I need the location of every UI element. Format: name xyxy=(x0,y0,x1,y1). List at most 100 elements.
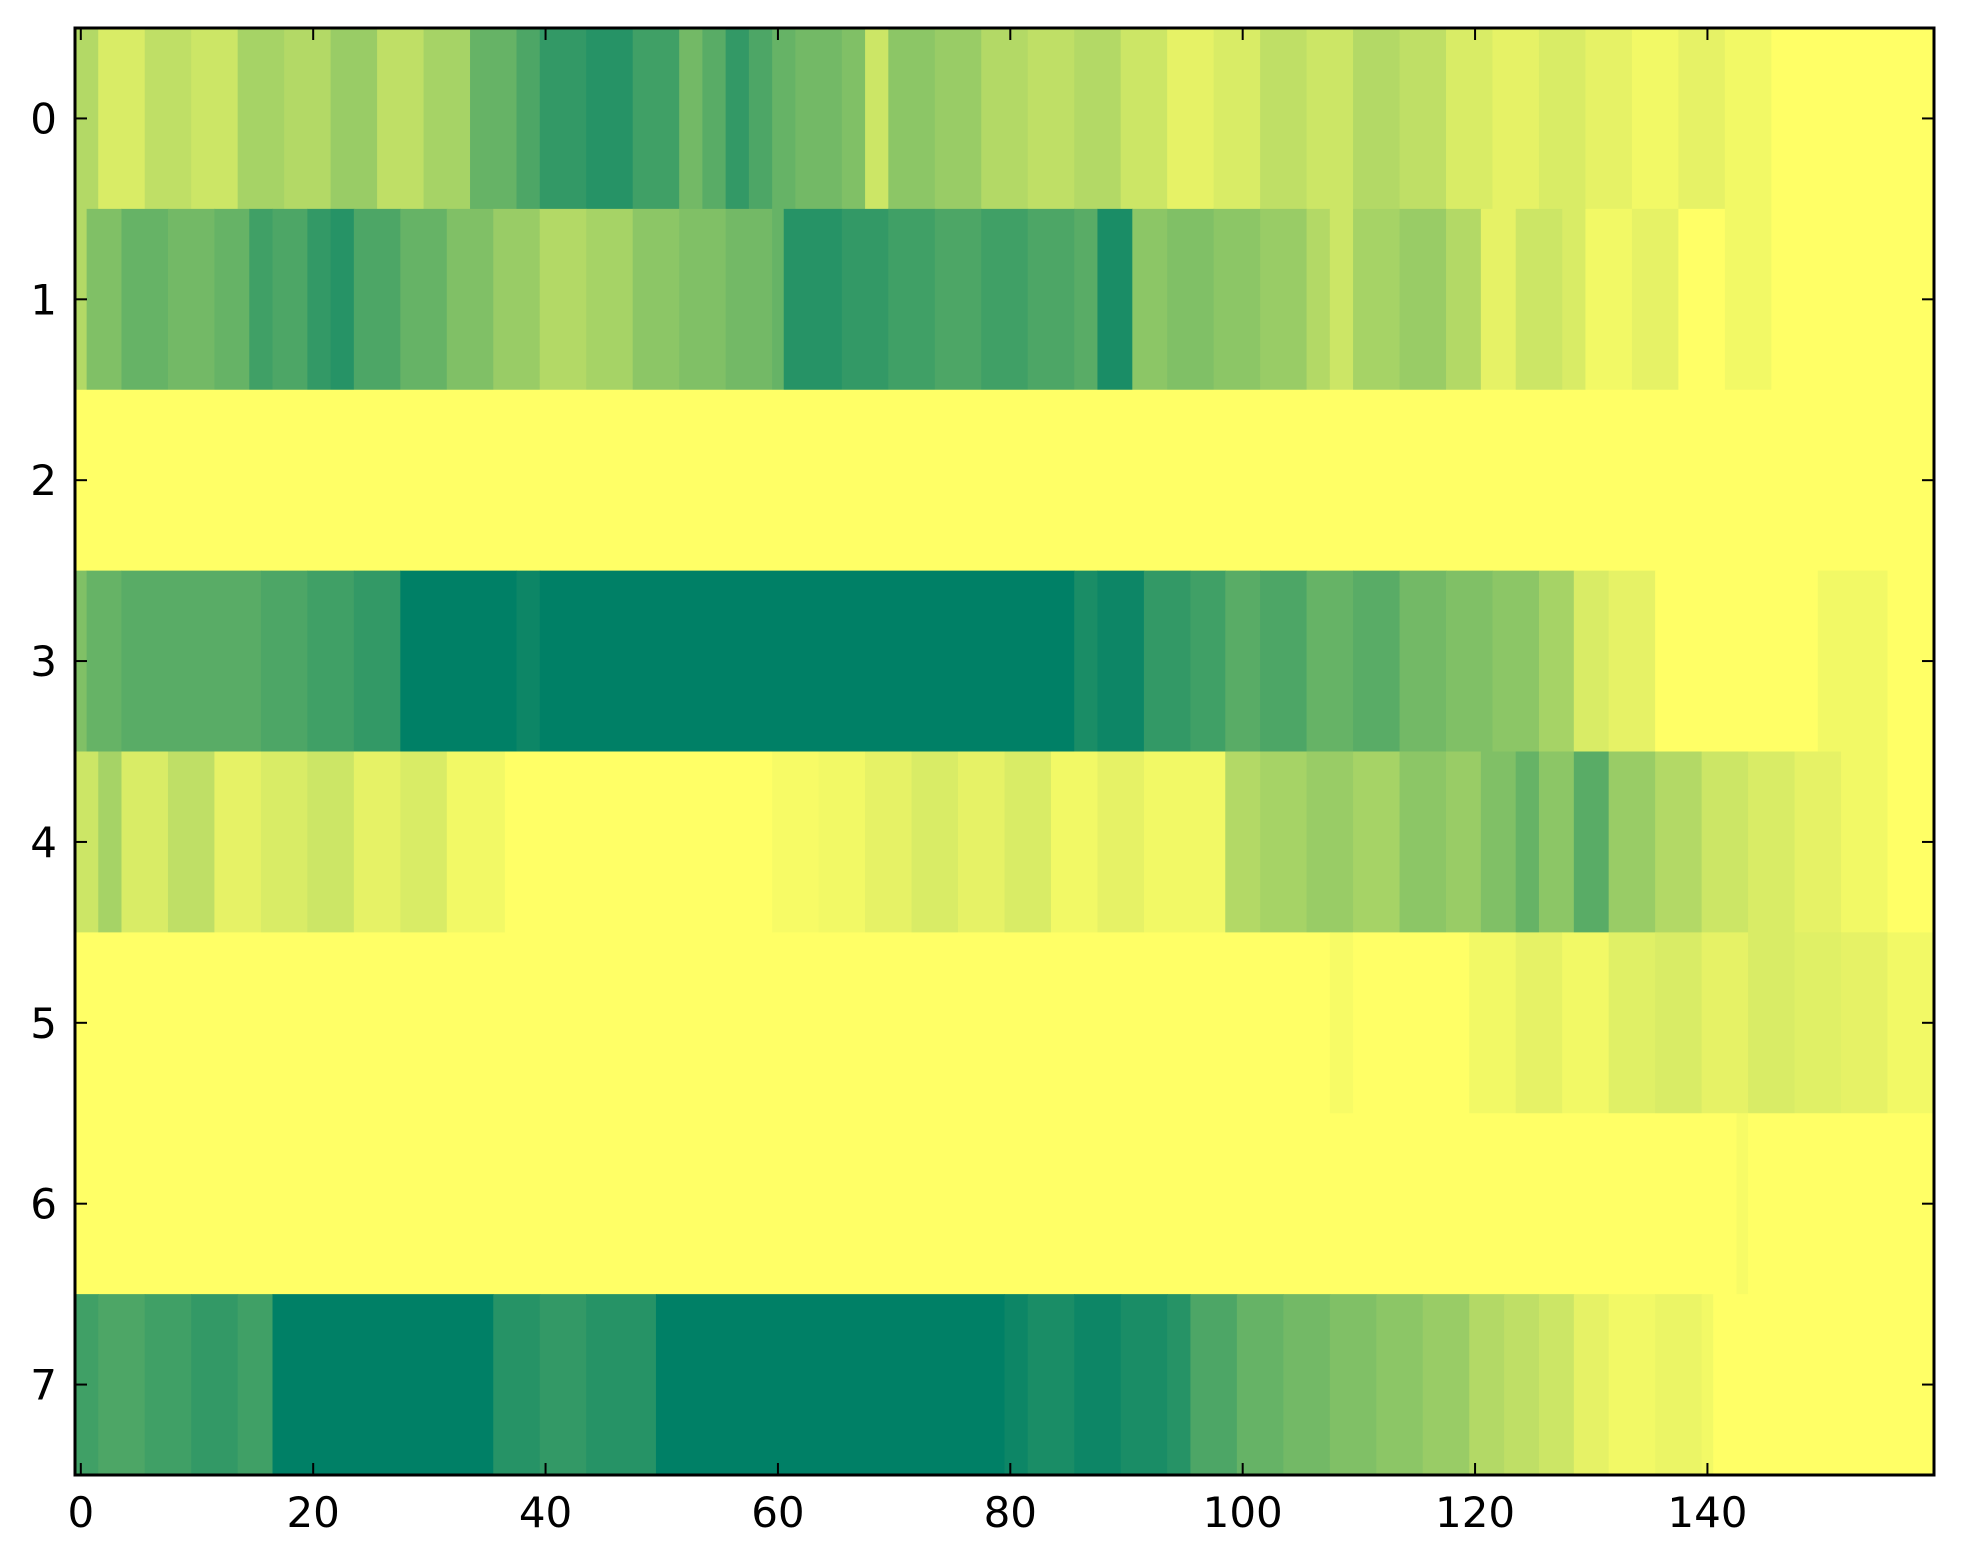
x-tick-label: 40 xyxy=(519,1488,572,1537)
heatmap-cell xyxy=(1504,1294,1540,1476)
heatmap-cell xyxy=(1480,751,1517,933)
heatmap-cell xyxy=(818,751,866,933)
heatmap-cell xyxy=(1608,1294,1656,1476)
y-tick-label: 0 xyxy=(30,94,57,143)
plot-frame xyxy=(73,26,1936,1477)
heatmap-cell xyxy=(98,751,123,933)
heatmap-cell xyxy=(1190,570,1226,753)
heatmap-cell xyxy=(1585,28,1633,210)
heatmap-cell xyxy=(1074,28,1122,210)
heatmap-cell xyxy=(1399,28,1447,210)
heatmap-cell xyxy=(86,208,123,391)
heatmap-cell xyxy=(1143,751,1226,933)
heatmap-cell xyxy=(539,570,1075,753)
heatmap-cell xyxy=(1120,28,1168,210)
heatmap-cell xyxy=(586,208,634,391)
heatmap-cell xyxy=(353,570,401,753)
heatmap-cell xyxy=(1608,932,1656,1114)
heatmap-cell xyxy=(934,28,982,210)
heatmap-cell xyxy=(284,28,332,210)
heatmap-cell xyxy=(1225,751,1261,933)
heatmap-cell xyxy=(1480,208,1517,391)
heatmap-cell xyxy=(679,208,727,391)
heatmap-cell xyxy=(1132,208,1168,391)
y-tick-label: 7 xyxy=(30,1361,57,1410)
heatmap-cell xyxy=(539,208,587,391)
heatmap-cell xyxy=(1492,570,1540,753)
y-tick-label: 1 xyxy=(30,275,57,324)
heatmap-cell xyxy=(516,570,541,753)
heatmap-cell xyxy=(1701,1294,1714,1476)
heatmap-cell xyxy=(237,1294,274,1476)
heatmap-cell xyxy=(1817,570,1889,753)
heatmap-cell xyxy=(1167,28,1215,210)
heatmap-cell xyxy=(981,208,1029,391)
heatmap-cell xyxy=(1608,751,1656,933)
heatmap-cell xyxy=(400,751,448,933)
heatmap-cell xyxy=(1562,208,1587,391)
y-tick-label: 5 xyxy=(30,999,57,1048)
heatmap-cell xyxy=(632,28,680,210)
heatmap-cell xyxy=(1213,208,1261,391)
x-tick-label: 140 xyxy=(1667,1488,1747,1537)
heatmap-cell xyxy=(1225,570,1261,753)
heatmap-cell xyxy=(1573,570,1610,753)
heatmap-cell xyxy=(470,28,518,210)
heatmap-cell xyxy=(353,751,401,933)
x-tick-label: 80 xyxy=(984,1488,1037,1537)
heatmap-cell xyxy=(911,751,959,933)
heatmap-cell xyxy=(539,1294,587,1476)
heatmap-cell xyxy=(888,208,936,391)
heatmap-cell xyxy=(1190,1294,1238,1476)
heatmap-cell xyxy=(1260,208,1308,391)
heatmap-cell xyxy=(725,208,773,391)
heatmap-cell xyxy=(1748,1113,1935,1295)
x-tick-label: 0 xyxy=(67,1488,94,1537)
heatmap-cell xyxy=(1260,28,1308,210)
heatmap-cell xyxy=(1724,208,1772,391)
heatmap-cell xyxy=(1701,751,1749,933)
heatmap-cell xyxy=(1399,751,1447,933)
heatmap-cell xyxy=(307,751,355,933)
heatmap-cell xyxy=(841,28,866,210)
heatmap-cell xyxy=(98,1294,146,1476)
heatmap-cell xyxy=(1655,570,1819,753)
heatmap-cell xyxy=(1376,1294,1424,1476)
heatmap-cell xyxy=(330,28,378,210)
heatmap-cell xyxy=(191,1294,239,1476)
x-tick-label: 120 xyxy=(1435,1488,1515,1537)
heatmap-cell xyxy=(1724,28,1772,210)
heatmap-cell xyxy=(1446,208,1482,391)
heatmap-cell xyxy=(121,751,169,933)
heatmap-cell xyxy=(1260,751,1308,933)
heatmap-cell xyxy=(1143,570,1191,753)
heatmap-cell xyxy=(144,28,192,210)
heatmap-cell xyxy=(1446,570,1494,753)
y-axis-ticks: 0 1 2 3 4 5 6 7 xyxy=(30,94,1934,1410)
heatmap-cell xyxy=(1631,28,1679,210)
heatmap-cell xyxy=(1794,751,1842,933)
heatmap-cell xyxy=(1573,751,1610,933)
heatmap-cell xyxy=(1817,208,1935,391)
heatmap-cell xyxy=(1538,570,1575,753)
heatmap-cell xyxy=(795,28,843,210)
heatmap-cell xyxy=(1236,1294,1284,1476)
heatmap-cell xyxy=(272,1294,494,1476)
heatmap-cell xyxy=(1306,208,1331,391)
heatmap-cell xyxy=(1353,208,1401,391)
heatmap-cell xyxy=(75,389,1935,572)
heatmap-cell xyxy=(1329,1294,1377,1476)
heatmap-cell xyxy=(260,570,308,753)
heatmap-cell xyxy=(1608,570,1656,753)
heatmap-cell xyxy=(1748,751,1796,933)
heatmap-cell xyxy=(121,208,169,391)
heatmap-cell xyxy=(1167,1294,1191,1476)
heatmap-cell xyxy=(702,28,727,210)
heatmap-cell xyxy=(1585,208,1633,391)
heatmap-cell xyxy=(772,28,796,210)
heatmap-cell xyxy=(1353,570,1401,753)
heatmap-cell xyxy=(330,208,355,391)
heatmap-cell xyxy=(772,208,785,391)
heatmap-cell xyxy=(1260,570,1308,753)
heatmap-cell xyxy=(1446,751,1482,933)
